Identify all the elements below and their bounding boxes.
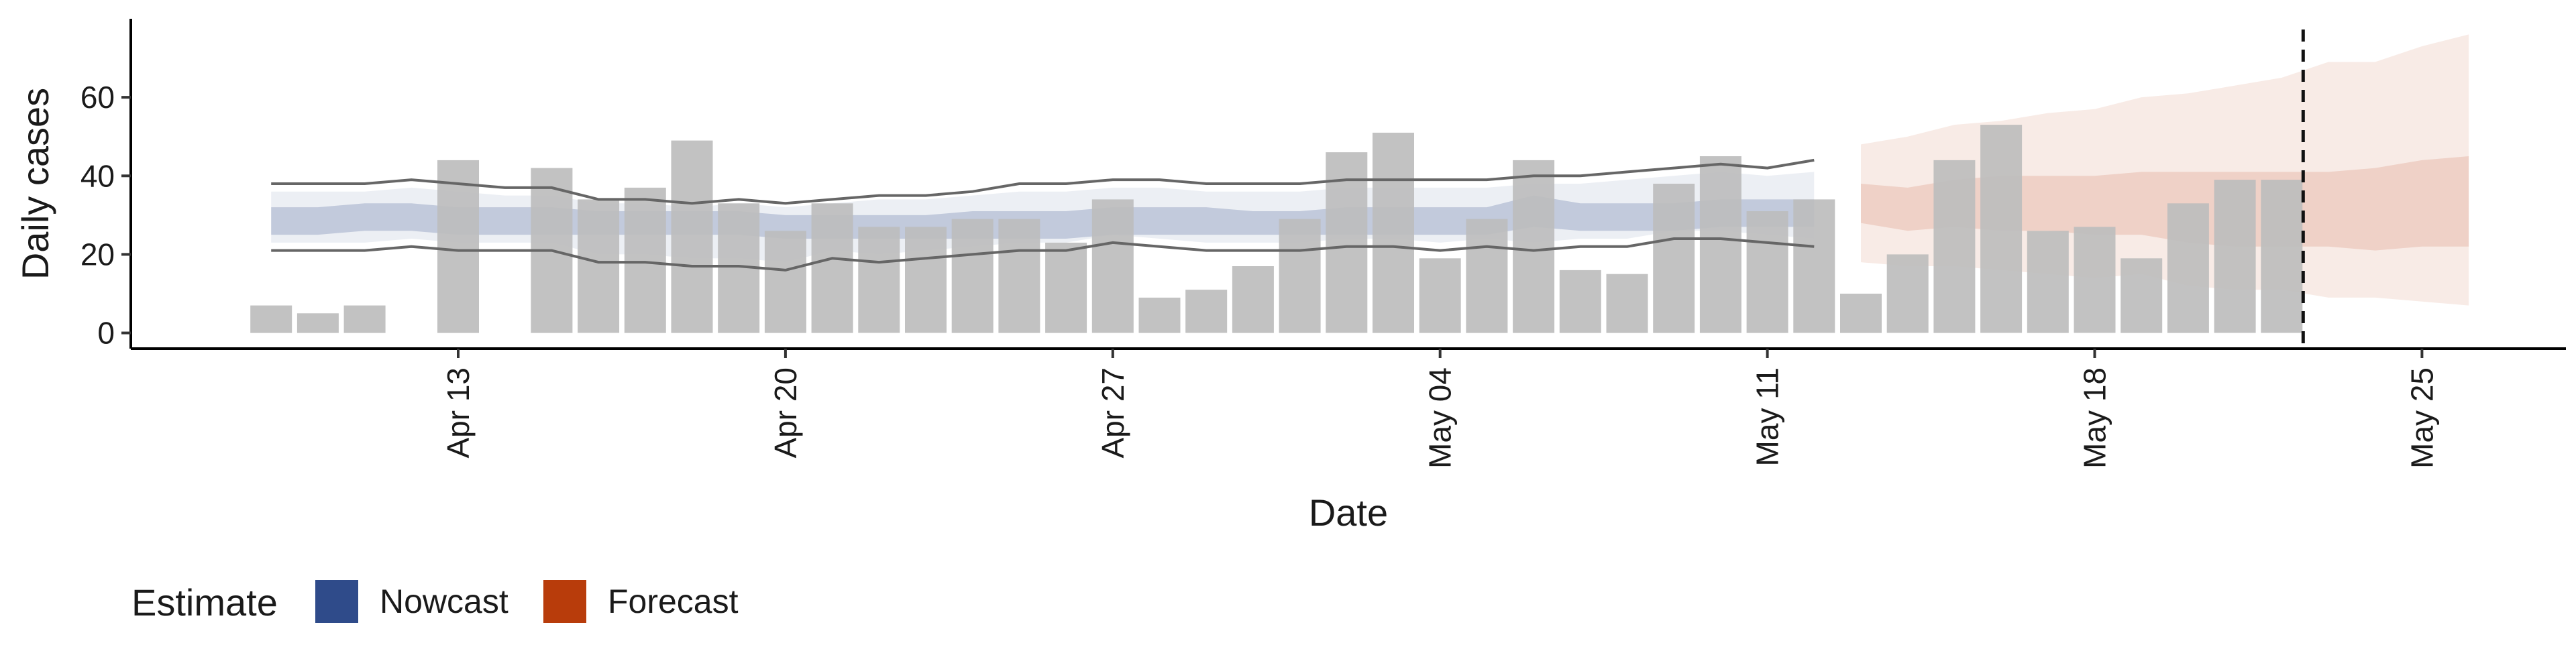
legend-title: Estimate	[131, 581, 278, 624]
bar	[2261, 180, 2303, 333]
bar	[343, 305, 386, 333]
bar	[1933, 160, 1976, 333]
bar	[1653, 184, 1695, 333]
bar	[2074, 227, 2116, 333]
bar	[1045, 242, 1087, 333]
bar	[437, 160, 479, 333]
lower-line	[271, 237, 1815, 272]
legend-label-forecast: Forecast	[608, 583, 739, 620]
x-tick-label: May 04	[1423, 367, 1458, 469]
bar	[1138, 297, 1181, 333]
bar	[1091, 199, 1134, 333]
bar	[2027, 231, 2069, 333]
bar	[811, 203, 853, 333]
bar	[1279, 219, 1321, 333]
y-tick-label: 20	[80, 237, 115, 272]
bar	[1419, 258, 1461, 333]
bar	[998, 219, 1040, 333]
bar	[578, 199, 620, 333]
y-tick-label: 60	[80, 80, 115, 115]
upper-line	[271, 158, 1815, 205]
bar	[1513, 160, 1555, 333]
bar	[1606, 274, 1648, 333]
bar	[1373, 132, 1414, 333]
bar	[1840, 294, 1882, 333]
y-tick-label: 0	[97, 316, 115, 351]
outer-lines	[271, 158, 1815, 272]
bar-series	[250, 125, 2303, 333]
bar	[624, 187, 666, 333]
bar	[250, 305, 292, 333]
x-tick-label: Apr 27	[1095, 367, 1130, 459]
nowcast-ribbons	[271, 172, 1815, 263]
bar	[905, 227, 947, 333]
legend-swatch-nowcast	[315, 580, 358, 623]
x-tick-label: Apr 13	[441, 367, 476, 459]
bar	[1559, 270, 1601, 333]
x-axis-title: Date	[1309, 491, 1388, 534]
bar	[671, 140, 713, 333]
bar	[1746, 211, 1788, 333]
bar	[858, 227, 900, 333]
y-axis-title: Daily cases	[14, 88, 56, 280]
bar	[1886, 254, 1929, 333]
bar	[2167, 203, 2209, 333]
axes: 0 20 40 60 Apr 13 Apr 20 Apr 27 May 04 May 11 May…	[80, 19, 2566, 469]
bar	[2214, 180, 2256, 333]
bar	[1466, 219, 1508, 333]
bar	[764, 231, 806, 333]
bar	[951, 219, 994, 333]
x-tick-label: Apr 20	[768, 367, 803, 459]
bar	[1980, 125, 2023, 333]
bar	[1793, 199, 1835, 333]
y-tick-label: 40	[80, 158, 115, 193]
bar	[1699, 156, 1741, 333]
bar	[297, 313, 339, 333]
bar	[1326, 152, 1368, 333]
x-tick-label: May 18	[2078, 367, 2112, 469]
x-tick-label: May 25	[2404, 367, 2439, 469]
x-tick-label: May 11	[1750, 367, 1785, 466]
bar	[2121, 258, 2163, 333]
legend-label-nowcast: Nowcast	[380, 583, 508, 620]
legend: Estimate Nowcast Forecast	[131, 580, 739, 624]
bar	[1185, 290, 1228, 333]
bar	[1232, 266, 1274, 333]
legend-swatch-forecast	[543, 580, 586, 623]
